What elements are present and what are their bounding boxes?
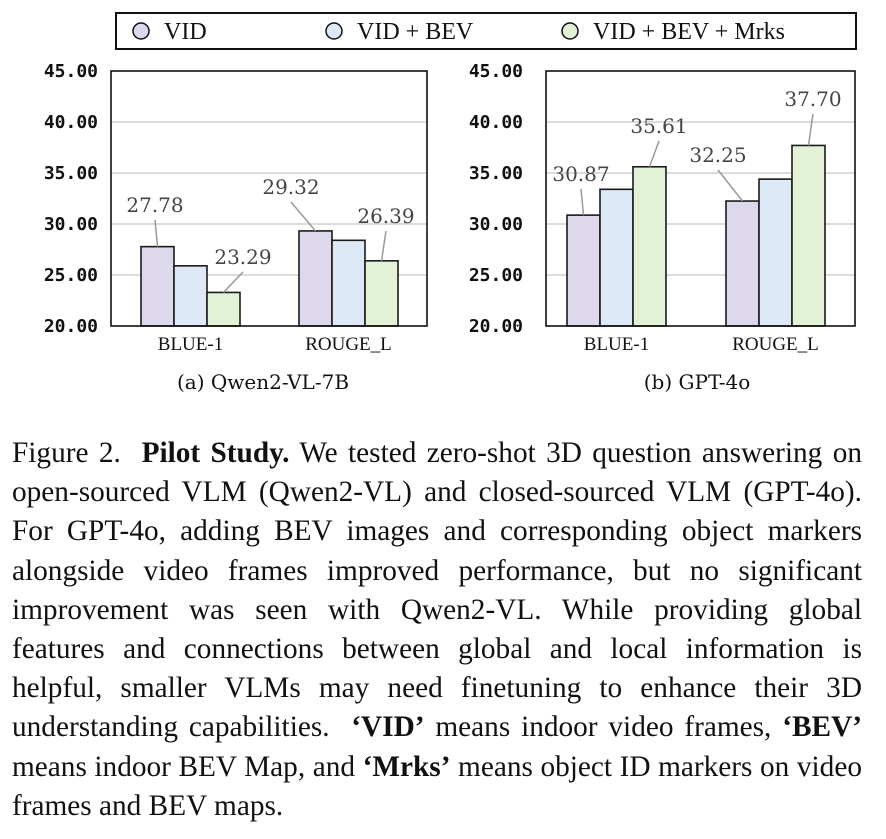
y-tick-label: 45.00	[469, 61, 523, 82]
leader-line	[222, 271, 244, 293]
x-tick-label: BLUE-1	[158, 334, 223, 355]
y-tick-label: 30.00	[469, 214, 523, 235]
caption-text-3: means indoor BEV Map, and	[12, 750, 356, 783]
data-label: 32.25	[689, 143, 746, 167]
bar-a-blue-1-s1	[173, 265, 208, 327]
caption-figure-label: Figure 2.	[12, 437, 121, 469]
chart-qwen2-vl: 27.78 23.29 29.32 26.39 20.00 25.00 30.00 35.0…	[44, 61, 428, 394]
caption-text-1: We tested zero-shot 3D question answerin…	[12, 437, 862, 744]
subplot-title-b: (b) GPT-4o	[644, 370, 750, 394]
caption-term-mrks: ‘Mrks’	[362, 750, 451, 783]
data-label: 30.87	[552, 162, 609, 186]
y-tick-label: 25.00	[44, 265, 98, 286]
x-tick-label: BLUE-1	[584, 334, 649, 355]
leader-line	[807, 113, 814, 146]
bar-a-blue-1-s0	[140, 245, 175, 327]
x-tick-label: ROUGE_L	[305, 334, 392, 355]
y-tick-label: 35.00	[44, 163, 98, 184]
legend: VID VID + BEV VID + BEV + Mrks	[115, 12, 857, 50]
y-tick-label: 25.00	[469, 265, 523, 286]
data-label: 35.61	[630, 114, 687, 138]
legend-marker-vid-bev	[325, 22, 343, 40]
plot-frame-b	[545, 70, 856, 327]
figure-caption: Figure 2. Pilot Study. We tested zero-sh…	[12, 434, 862, 826]
leader-line	[648, 140, 660, 168]
y-tick-label: 20.00	[44, 316, 98, 337]
legend-marker-vid-bev-mrks	[561, 22, 579, 40]
bar-b-rouge-l-s2	[791, 144, 826, 327]
y-tick-label: 35.00	[469, 163, 523, 184]
caption-bold-title: Pilot Study.	[141, 437, 290, 469]
y-tick-label: 20.00	[469, 316, 523, 337]
y-tick-label: 40.00	[44, 112, 98, 133]
data-label: 27.78	[126, 193, 183, 217]
data-label: 26.39	[357, 204, 414, 228]
legend-frame	[115, 12, 857, 50]
caption-text-2: means indoor video frames,	[435, 711, 772, 744]
bar-b-rouge-l-s1	[758, 178, 793, 327]
caption-text-4: means object ID markers on video frames …	[12, 750, 862, 822]
bar-b-blue-1-s2	[632, 165, 667, 327]
bar-b-rouge-l-s0	[725, 200, 760, 327]
bar-a-rouge-l-s0	[298, 230, 333, 327]
bar-b-blue-1-s1	[599, 188, 634, 327]
leader-line	[717, 169, 744, 202]
subplot-title-a: (a) Qwen2-VL-7B	[177, 370, 349, 394]
bar-a-rouge-l-s2	[364, 260, 399, 327]
plot-frame-a	[110, 70, 428, 327]
data-label: 23.29	[214, 245, 271, 269]
legend-label-vid-bev-mrks: VID + BEV + Mrks	[593, 19, 785, 45]
bar-a-blue-1-s2	[206, 291, 241, 327]
data-label: 37.70	[784, 87, 841, 111]
leader-line	[580, 188, 585, 216]
x-tick-label: ROUGE_L	[732, 334, 819, 355]
y-tick-label: 45.00	[44, 61, 98, 82]
leader-line	[380, 230, 387, 261]
data-label: 29.32	[262, 175, 319, 199]
legend-label-vid: VID	[164, 19, 207, 45]
caption-term-vid: ‘VID’	[351, 711, 425, 744]
legend-marker-vid	[132, 22, 150, 40]
caption-term-bev: ‘BEV’	[782, 711, 863, 744]
leader-line	[154, 219, 159, 247]
leader-line	[290, 201, 317, 232]
bar-a-rouge-l-s1	[331, 239, 366, 327]
y-tick-label: 30.00	[44, 214, 98, 235]
legend-label-vid-bev: VID + BEV	[357, 19, 474, 45]
y-tick-label: 40.00	[469, 112, 523, 133]
bar-b-blue-1-s0	[566, 214, 601, 327]
